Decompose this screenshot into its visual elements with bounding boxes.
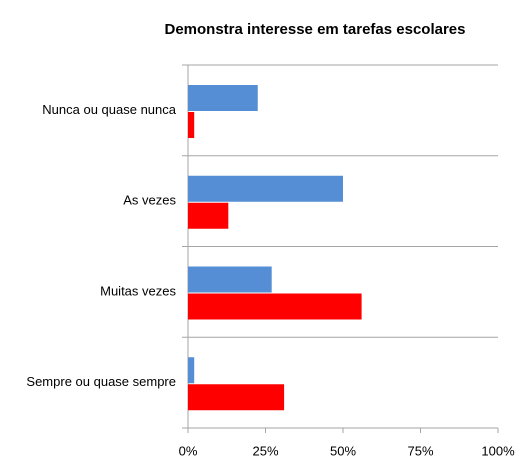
x-tick-label: 75% (407, 443, 433, 458)
bar (188, 175, 343, 202)
chart-title: Demonstra interesse em tarefas escolares (165, 21, 466, 38)
x-tick-label: 100% (481, 443, 515, 458)
y-tick-label: As vezes (123, 193, 176, 208)
x-tick-label: 0% (179, 443, 198, 458)
x-tick-label: 50% (330, 443, 356, 458)
bar (188, 384, 285, 411)
bar (188, 85, 258, 111)
bar (188, 202, 229, 229)
bar (188, 266, 272, 293)
y-tick-label: Muitas vezes (100, 283, 176, 298)
bar (188, 293, 362, 320)
y-tick-label: Sempre ou quase sempre (26, 374, 176, 389)
bar (188, 112, 195, 138)
x-tick-label: 25% (252, 443, 278, 458)
bar (188, 357, 195, 384)
y-tick-label: Nunca ou quase nunca (42, 102, 176, 117)
